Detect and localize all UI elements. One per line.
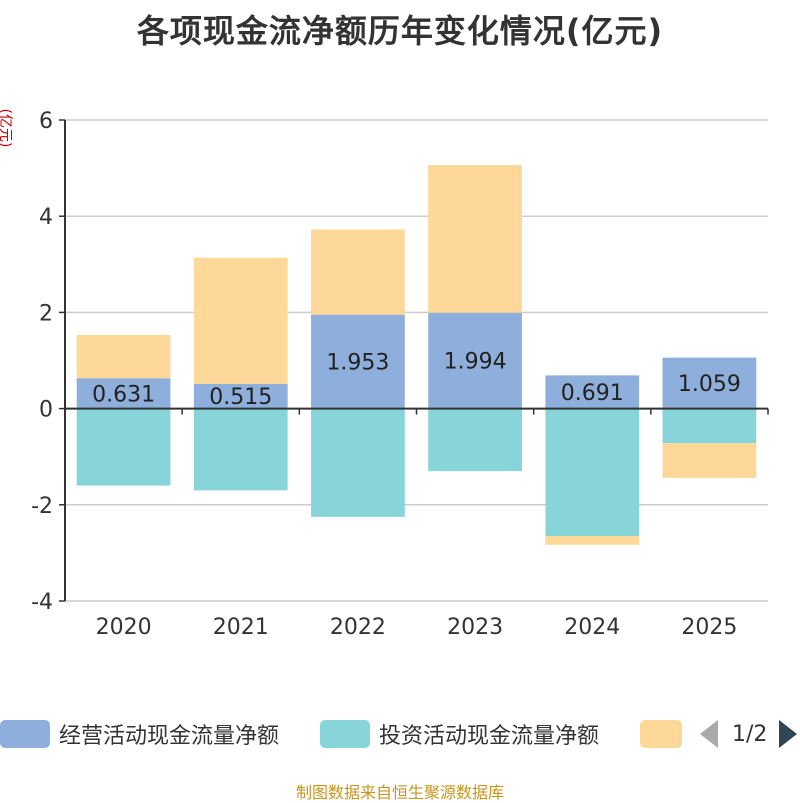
x-tick-label: 2020 xyxy=(96,615,152,640)
bar-investing-2021 xyxy=(193,408,288,491)
data-label: 1.953 xyxy=(326,351,389,376)
x-tick-label: 2023 xyxy=(447,615,503,640)
bar-operating-2025 xyxy=(662,357,757,409)
legend-item-operating[interactable]: 经营活动现金流量净额 xyxy=(0,716,279,752)
legend-item-investing[interactable]: 投资活动现金流量净额 xyxy=(320,716,599,752)
bar-financing-2022 xyxy=(311,229,405,315)
data-source-note: 制图数据来自恒生聚源数据库 xyxy=(295,783,504,802)
y-tick-label: -4 xyxy=(31,590,53,615)
bar-operating-2023 xyxy=(428,312,522,409)
legend-item-financing[interactable] xyxy=(640,716,691,752)
bar-operating-2020 xyxy=(76,378,171,409)
bar-financing-2021 xyxy=(193,257,288,384)
bar-investing-2022 xyxy=(311,408,405,517)
x-tick-label: 2022 xyxy=(330,615,386,640)
y-tick-label: 4 xyxy=(39,205,53,230)
legend-swatch-financing xyxy=(640,720,682,748)
bar-operating-2022 xyxy=(311,314,405,409)
bar-operating-2021 xyxy=(193,383,288,409)
x-tick-label: 2025 xyxy=(681,615,737,640)
legend-page-indicator: 1/2 xyxy=(732,721,768,747)
legend-prev-page-icon[interactable] xyxy=(700,720,718,748)
bar-investing-2024 xyxy=(545,408,640,537)
y-tick-label: 0 xyxy=(39,398,53,423)
data-label: 1.994 xyxy=(444,350,507,375)
legend-swatch-investing xyxy=(320,720,370,748)
chart-plot-area: -4 -2 0 2 4 6 0.631 0.515 1.953 1.994 0.691 1.059 20… xyxy=(31,109,769,640)
data-label: 1.059 xyxy=(678,372,741,397)
chart-title: 各项现金流净额历年变化情况(亿元) xyxy=(136,12,664,50)
bar-financing-2025 xyxy=(662,443,757,478)
bar-investing-2020 xyxy=(76,408,171,486)
bar-financing-2020 xyxy=(76,334,171,379)
x-tick-label: 2021 xyxy=(213,615,269,640)
y-tick-label: 6 xyxy=(39,109,53,134)
legend-pager: 1/2 xyxy=(700,716,798,752)
x-tick-label: 2024 xyxy=(564,615,620,640)
bar-financing-2023 xyxy=(428,165,522,313)
bar-investing-2025 xyxy=(662,408,757,444)
legend-label-operating: 经营活动现金流量净额 xyxy=(59,724,280,749)
bar-operating-2024 xyxy=(545,375,640,409)
bar-investing-2023 xyxy=(428,408,522,472)
legend-label-investing: 投资活动现金流量净额 xyxy=(379,724,600,749)
legend-next-page-icon[interactable] xyxy=(779,720,798,748)
bar-financing-2024 xyxy=(545,536,640,545)
legend-swatch-operating xyxy=(0,720,50,748)
data-label: 0.691 xyxy=(561,381,624,406)
y-tick-label: -2 xyxy=(31,494,53,519)
data-label: 0.515 xyxy=(209,385,272,410)
data-label: 0.631 xyxy=(92,382,155,407)
y-tick-label: 2 xyxy=(39,301,53,326)
